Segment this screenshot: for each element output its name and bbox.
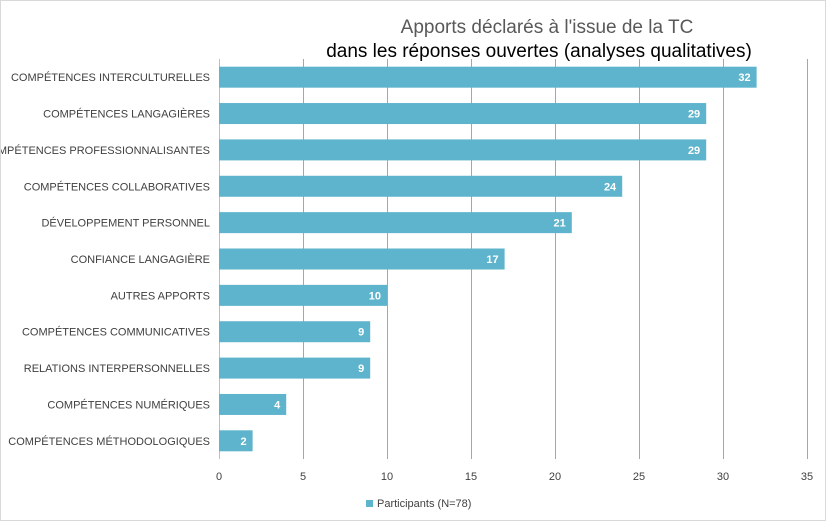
legend-swatch (366, 500, 373, 507)
data-label: 2 (240, 436, 246, 448)
data-label: 9 (358, 363, 364, 375)
chart-title: Apports déclarés à l'issue de la TC (401, 17, 694, 38)
data-label: 29 (688, 145, 700, 157)
data-label: 29 (688, 109, 700, 121)
category-label: COMPÉTENCES PROFESSIONNALISANTES (1, 144, 210, 157)
bars: 32 29 29 24 21 17 10 9 9 4 2 (219, 66, 757, 452)
category-label: DÉVELOPPEMENT PERSONNEL (41, 217, 210, 230)
bar (219, 139, 707, 161)
category-label: COMPÉTENCES COLLABORATIVES (24, 180, 210, 193)
bar (219, 66, 757, 88)
bar (219, 430, 253, 452)
bar (219, 284, 387, 306)
chart-subtitle: dans les réponses ouvertes (analyses qua… (326, 41, 752, 62)
x-tick-label: 35 (801, 471, 813, 483)
x-tick-label: 20 (549, 471, 561, 483)
bar (219, 212, 572, 234)
data-label: 24 (604, 181, 617, 193)
legend: Participants (N=78) (366, 498, 471, 510)
category-label: RELATIONS INTERPERSONNELLES (24, 363, 210, 375)
data-label: 10 (369, 290, 381, 302)
bar (219, 321, 371, 343)
x-tick-label: 30 (717, 471, 729, 483)
data-label: 9 (358, 327, 364, 339)
x-tick-label: 25 (633, 471, 645, 483)
bar (219, 103, 707, 125)
bar (219, 175, 623, 197)
x-tick-label: 0 (216, 471, 222, 483)
data-label: 32 (738, 72, 750, 84)
bar (219, 393, 287, 415)
x-tick-label: 15 (465, 471, 477, 483)
x-tick-label: 5 (300, 471, 306, 483)
data-label: 17 (486, 254, 498, 266)
category-label: COMPÉTENCES INTERCULTURELLES (11, 71, 210, 84)
bar (219, 248, 505, 270)
data-label: 21 (554, 218, 566, 230)
category-label: COMPÉTENCES NUMÉRIQUES (47, 398, 210, 411)
category-label: COMPÉTENCES COMMUNICATIVES (22, 326, 210, 339)
category-label: COMPÉTENCES MÉTHODOLOGIQUES (8, 435, 210, 448)
data-label: 4 (274, 399, 281, 411)
bar (219, 357, 371, 379)
x-axis-ticks: 0 5 10 15 20 25 30 35 (216, 471, 813, 483)
category-labels: COMPÉTENCES INTERCULTURELLES COMPÉTENCES … (1, 71, 210, 448)
category-label: AUTRES APPORTS (111, 290, 210, 302)
x-tick-label: 10 (381, 471, 393, 483)
category-label: CONFIANCE LANGAGIÈRE (71, 253, 210, 266)
category-label: COMPÉTENCES LANGAGIÈRES (43, 108, 210, 121)
legend-label: Participants (N=78) (377, 498, 471, 510)
